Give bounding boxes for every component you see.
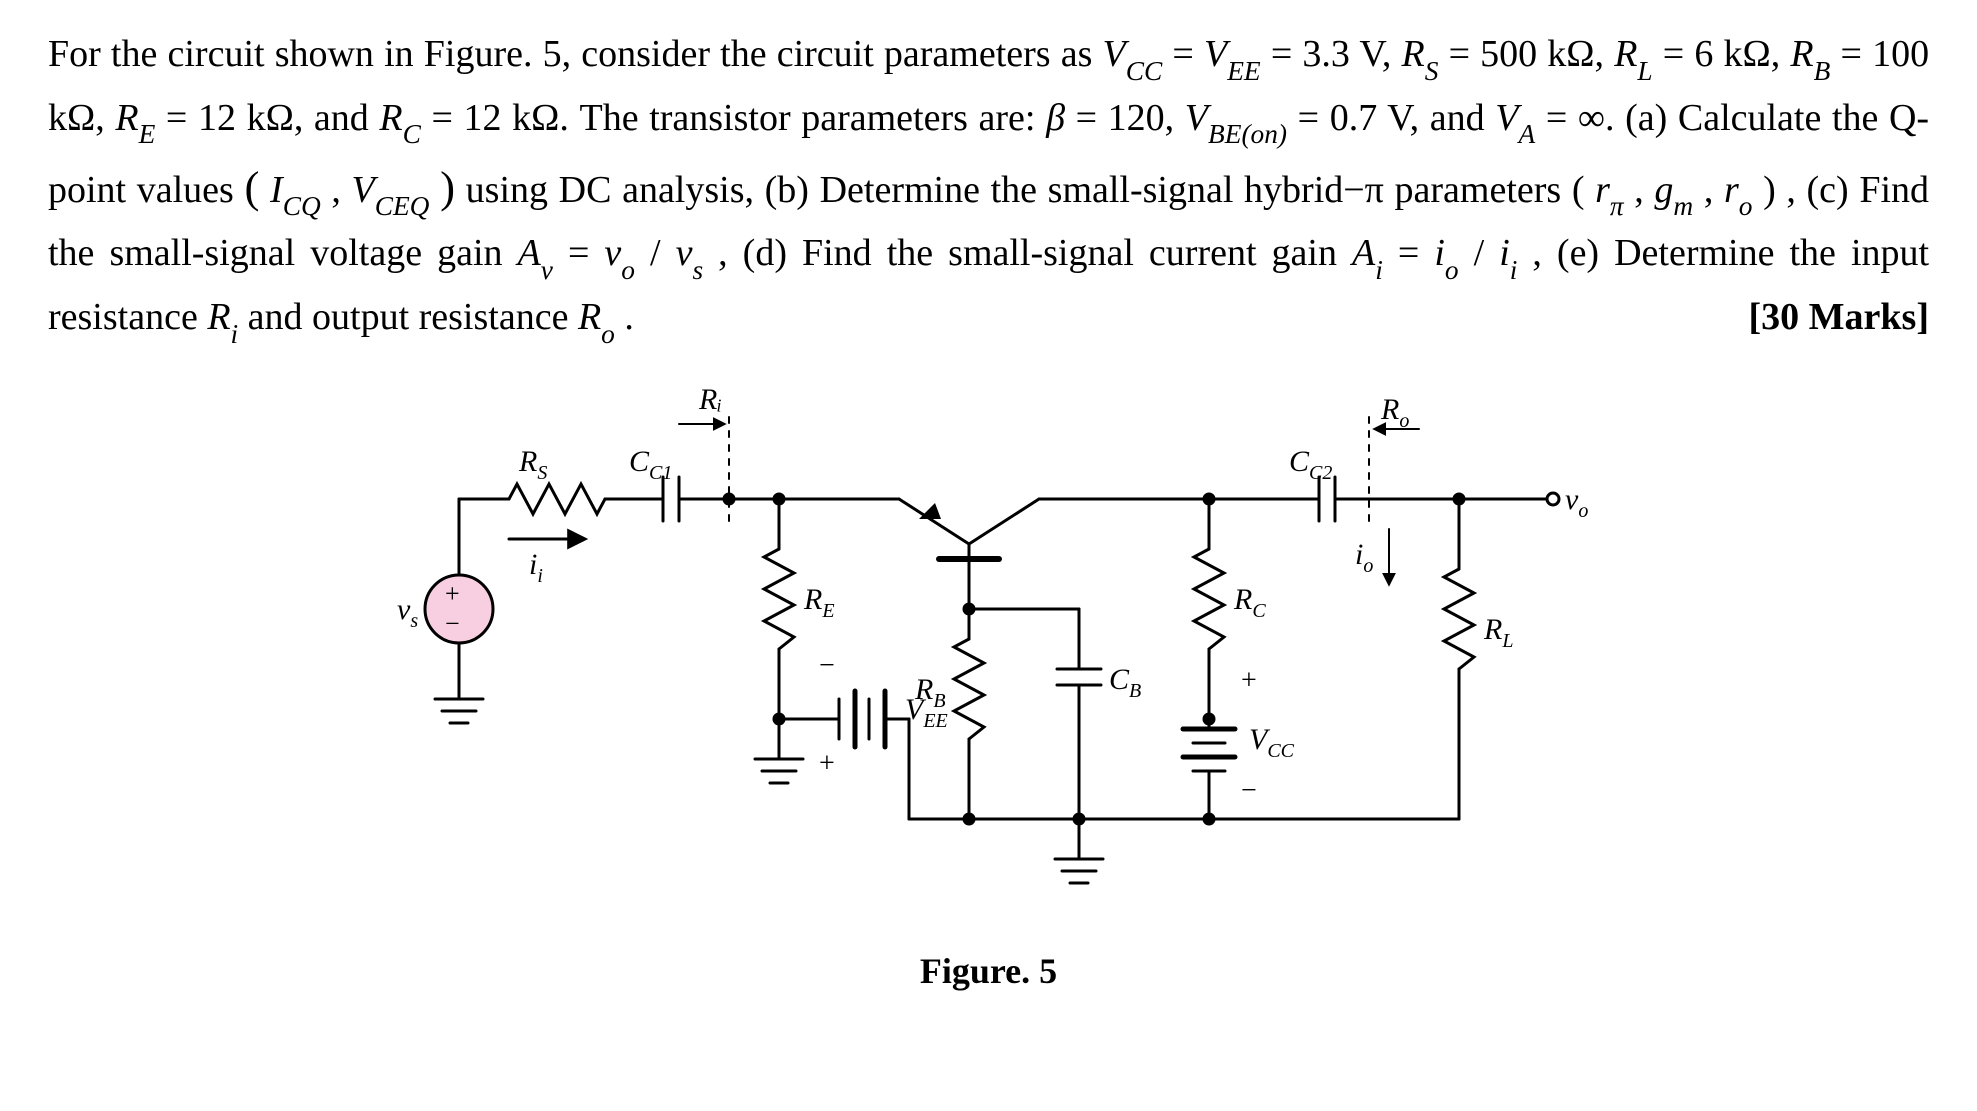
sym: R [1402, 33, 1425, 75]
sub: o [621, 255, 635, 285]
sub: m [1673, 191, 1693, 221]
text: = [1398, 232, 1434, 274]
sub: E [139, 119, 156, 149]
sym: A [1352, 232, 1375, 274]
sub: o [601, 319, 615, 349]
sym: I [270, 169, 283, 211]
sub: o [1739, 191, 1753, 221]
text: ( [244, 162, 259, 212]
sym: i [1434, 232, 1445, 274]
sub: CC [1126, 56, 1163, 86]
svg-text:+: + [819, 748, 835, 779]
sub: i [1375, 255, 1383, 285]
sub: π [1610, 191, 1624, 221]
text: = 12 kΩ, and [166, 97, 379, 139]
svg-text:−: − [1241, 775, 1257, 806]
sym: β [1046, 97, 1065, 139]
svg-text:−: − [445, 609, 460, 638]
svg-text:VCC: VCC [1249, 723, 1295, 762]
text: = 12 kΩ. The transistor parameters are: [432, 97, 1047, 139]
text: / [650, 232, 661, 274]
text: using DC analysis, (b) Determine the sma… [466, 169, 1572, 211]
sub: CEQ [375, 191, 430, 221]
svg-text:CC2: CC2 [1289, 445, 1332, 484]
sub: EE [1227, 56, 1260, 86]
svg-text:io: io [1355, 538, 1373, 577]
sub: o [1445, 255, 1459, 285]
svg-text:Rᵢ: Rᵢ [698, 383, 722, 416]
sym: R [578, 296, 601, 338]
sym: V [352, 169, 375, 211]
marks: [30 Marks] [1749, 287, 1929, 347]
sym: R [207, 296, 230, 338]
sub: B [1814, 56, 1831, 86]
circuit-diagram-icon: + − vs RS [379, 359, 1599, 949]
sub: CQ [283, 191, 321, 221]
text: = 3.3 V, [1271, 33, 1402, 75]
sym: A [518, 232, 541, 274]
sub: BE(on) [1208, 119, 1287, 149]
sub: i [231, 319, 239, 349]
sym: R [379, 97, 402, 139]
sym: v [604, 232, 621, 274]
sub: v [541, 255, 553, 285]
text: = [568, 232, 604, 274]
text: , (d) Find the small-signal current gain [718, 232, 1352, 274]
sym: V [1204, 33, 1227, 75]
figure-wrap: + − vs RS [48, 359, 1929, 992]
figure-caption: Figure. 5 [48, 950, 1929, 992]
text: = 500 kΩ, [1449, 33, 1615, 75]
sym: R [1614, 33, 1637, 75]
svg-text:vs: vs [397, 593, 418, 632]
text: = [1172, 33, 1204, 75]
text: = 120, [1076, 97, 1185, 139]
sub: S [1425, 56, 1439, 86]
text: , [1704, 169, 1724, 211]
sym: g [1654, 169, 1673, 211]
sym: r [1595, 169, 1610, 211]
svg-text:RC: RC [1233, 583, 1266, 622]
text: ) [440, 162, 455, 212]
text: ) [1763, 169, 1776, 211]
sub: C [403, 119, 421, 149]
svg-text:vo: vo [1565, 483, 1588, 522]
sym: V [1185, 97, 1208, 139]
svg-text:−: − [819, 650, 835, 681]
sym: R [115, 97, 138, 139]
text: ( [1572, 169, 1585, 211]
sym: v [676, 232, 693, 274]
sym: R [1790, 33, 1813, 75]
text: For the circuit shown in Figure. 5, cons… [48, 33, 1103, 75]
text: and output resistance [248, 296, 578, 338]
svg-text:CB: CB [1109, 663, 1141, 702]
sub: s [692, 255, 703, 285]
svg-text:RL: RL [1483, 613, 1513, 652]
svg-text:ii: ii [529, 548, 543, 587]
sub: L [1637, 56, 1652, 86]
sym: V [1495, 97, 1518, 139]
text: / [1474, 232, 1485, 274]
problem-text: For the circuit shown in Figure. 5, cons… [48, 24, 1929, 351]
text: . [624, 296, 634, 338]
svg-text:RS: RS [518, 445, 547, 484]
sym: V [1103, 33, 1126, 75]
page: For the circuit shown in Figure. 5, cons… [0, 0, 1977, 1002]
text: , [1634, 169, 1654, 211]
text: , [331, 169, 351, 211]
sym: i [1499, 232, 1510, 274]
svg-text:CC1: CC1 [629, 445, 672, 484]
svg-text:+: + [1241, 665, 1257, 696]
text: = 6 kΩ, [1663, 33, 1791, 75]
text: = 0.7 V, and [1298, 97, 1496, 139]
svg-text:RE: RE [803, 583, 835, 622]
sub: A [1518, 119, 1535, 149]
svg-text:+: + [445, 579, 460, 608]
svg-text:Ro: Ro [1380, 393, 1409, 432]
sub: i [1510, 255, 1518, 285]
sym: r [1724, 169, 1739, 211]
